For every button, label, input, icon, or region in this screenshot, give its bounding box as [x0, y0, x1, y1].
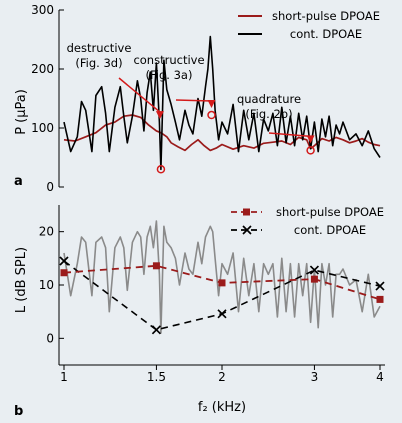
- panel-b-x-tick-label: 2: [218, 370, 226, 384]
- panel-a-annotation-marker: [306, 146, 315, 155]
- panel-b-y-tick-label: 0: [46, 331, 54, 345]
- panel-b-cont-point: [375, 281, 385, 291]
- panel-b-legend-marker: [243, 208, 250, 216]
- panel-a-annotation-arrowhead: [207, 100, 216, 109]
- panel-b-y-tick-label: 20: [39, 225, 54, 239]
- panel-b-cont-point: [59, 256, 69, 266]
- panel-b-x-tick-label: 1: [60, 370, 68, 384]
- panel-b-legend-marker: [242, 225, 252, 235]
- panel-a-annotation-marker: [156, 165, 166, 174]
- panel-b-short-pulse-point: [60, 269, 68, 277]
- panel-a-y-tick-label: 200: [31, 62, 54, 76]
- panel-b-y-tick-label: 10: [39, 278, 54, 292]
- panel-b-short-pulse-point: [218, 279, 226, 287]
- panel-a-annotation-sublabel: (Fig. 2b): [245, 107, 292, 121]
- panel-b-legend-label: short-pulse DPOAE: [276, 205, 384, 219]
- panel-a-annotation-arrow: [118, 77, 161, 113]
- panel-a-y-tick-label: 0: [46, 180, 54, 194]
- panel-b-cont-point: [217, 309, 227, 319]
- panel-b-xlabel: f₂ (kHz): [198, 400, 246, 415]
- panel-a-annotation-arrow: [268, 132, 311, 138]
- panel-a-series-line-1: [63, 35, 381, 171]
- panel-a-annotation-label: quadrature: [237, 92, 301, 106]
- panel-a-annotation-arrowhead: [155, 111, 164, 120]
- panel-a-y-tick-label: 300: [31, 3, 54, 17]
- panel-a-annotation-arrow: [175, 99, 212, 102]
- panel-b-x-tick-label: 1.5: [147, 370, 166, 384]
- panel-b-cont-point: [309, 265, 320, 275]
- panel-a-y-tick-label: 100: [31, 121, 54, 135]
- panel-b-fine-structure-line: [63, 220, 381, 334]
- panel-a-annotation-marker: [207, 110, 216, 120]
- panel-a-ylabel: P (μPa): [14, 89, 29, 135]
- panel-a-label: a: [14, 174, 23, 189]
- panel-b-x-tick-label: 4: [376, 370, 384, 384]
- panel-a: a P (μPa) 0 100 200 300 short-pulse DPOAE con…: [14, 3, 381, 194]
- panel-b-short-pulse-point: [310, 275, 318, 283]
- panel-b-cont-point: [151, 325, 162, 335]
- panel-a-legend-label: cont. DPOAE: [290, 27, 362, 41]
- panel-a-annotation-label: destructive: [67, 41, 132, 55]
- panel-a-annotation-sublabel: (Fig. 3d): [75, 56, 122, 70]
- panel-b-short-pulse-point: [152, 262, 160, 270]
- panel-b: b L (dB SPL) f₂ (kHz) 0 10 20 1 1.5 2 3 4 short-…: [14, 205, 385, 419]
- panel-b-short-pulse-point: [376, 295, 384, 303]
- panel-a-annotation-label: constructive: [133, 53, 204, 67]
- panel-a-legend-label: short-pulse DPOAE: [272, 9, 380, 23]
- panel-b-x-tick-label: 3: [311, 370, 319, 384]
- panel-a-annotation-sublabel: (Fig. 3a): [146, 68, 193, 82]
- panel-b-ylabel: L (dB SPL): [14, 247, 29, 313]
- panel-b-legend-label: cont. DPOAE: [294, 223, 366, 237]
- panel-a-annotation-arrowhead: [306, 135, 315, 144]
- panel-b-label: b: [14, 404, 23, 419]
